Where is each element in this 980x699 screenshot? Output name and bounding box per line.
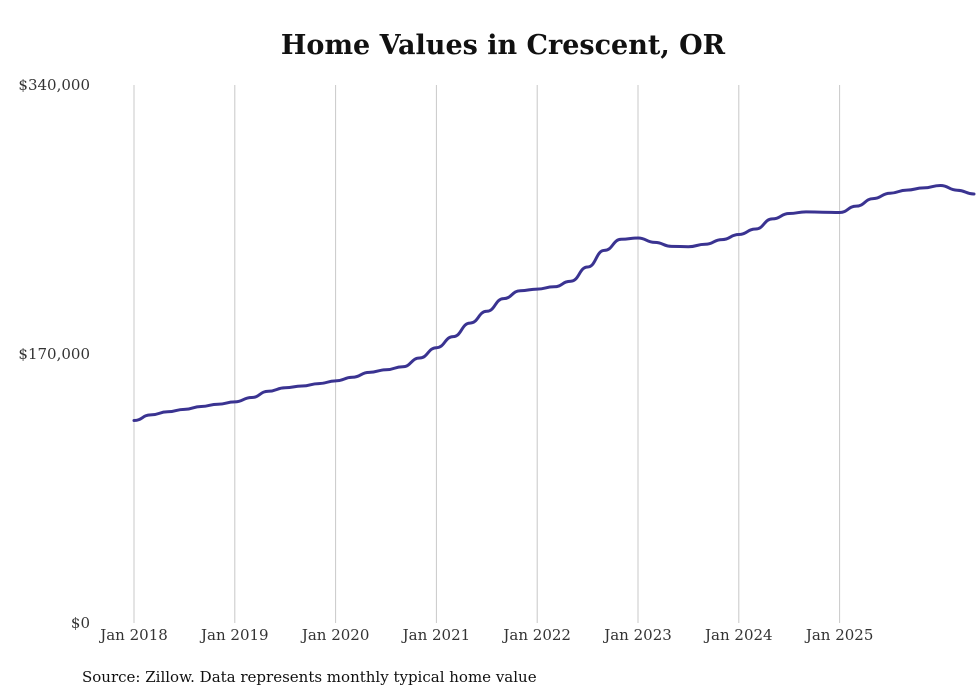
x-tick-label: Jan 2024	[703, 626, 773, 644]
x-tick-label: Jan 2020	[300, 626, 370, 644]
grid-lines	[133, 85, 841, 623]
y-tick-label: $340,000	[18, 76, 90, 94]
x-axis-ticks: Jan 2018 Jan 2019 Jan 2020 Jan 2021 Jan 2022…	[98, 626, 873, 644]
source-note: Source: Zillow. Data represents monthly …	[82, 668, 537, 686]
series-line	[132, 184, 976, 422]
x-tick-label: Jan 2025	[804, 626, 874, 644]
x-tick-label: Jan 2021	[401, 626, 471, 644]
x-tick-label: Jan 2023	[602, 626, 672, 644]
y-tick-label: $170,000	[18, 345, 90, 363]
x-tick-label: Jan 2018	[98, 626, 168, 644]
series-group: $271,111	[132, 184, 976, 422]
chart-title: Home Values in Crescent, OR	[280, 30, 726, 61]
x-tick-label: Jan 2019	[199, 626, 269, 644]
y-axis-ticks: $0 $170,000 $340,000	[18, 76, 90, 632]
y-tick-label: $0	[71, 614, 90, 632]
x-tick-label: Jan 2022	[501, 626, 571, 644]
